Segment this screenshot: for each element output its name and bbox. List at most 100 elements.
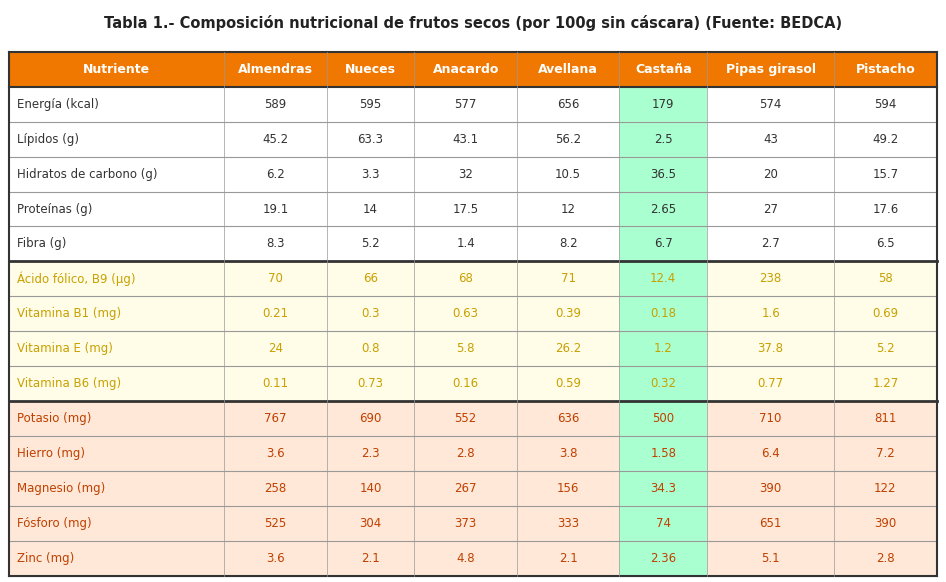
Bar [620,436,708,471]
Text: 2.65: 2.65 [650,203,676,215]
Bar [9,157,224,191]
Bar [414,157,517,191]
Bar [517,261,620,296]
Bar [517,122,620,157]
Text: 0.63: 0.63 [453,307,479,321]
Bar [517,331,620,366]
Bar [9,541,224,576]
Bar [517,506,620,541]
Text: Anacardo: Anacardo [432,63,499,76]
Text: 0.16: 0.16 [452,377,479,391]
Bar [326,506,414,541]
Text: 37.8: 37.8 [758,342,783,356]
Text: Avellana: Avellana [538,63,598,76]
Text: 66: 66 [363,272,378,285]
Bar [708,226,834,261]
Text: 6.7: 6.7 [654,237,673,250]
Bar [834,506,937,541]
Text: Magnesio (mg): Magnesio (mg) [17,482,105,495]
Text: 5.1: 5.1 [762,552,780,565]
Text: 304: 304 [359,517,381,530]
Text: 70: 70 [268,272,283,285]
Bar [414,191,517,226]
Bar [9,436,224,471]
Bar [708,157,834,191]
Bar [9,261,224,296]
Text: 0.21: 0.21 [262,307,289,321]
Bar [708,261,834,296]
Bar [517,402,620,436]
Bar [517,541,620,576]
Bar [517,87,620,122]
Text: 6.4: 6.4 [762,448,780,460]
Text: 2.5: 2.5 [654,133,673,146]
Text: 0.8: 0.8 [361,342,379,356]
Text: 49.2: 49.2 [872,133,899,146]
Text: 2.36: 2.36 [650,552,676,565]
Bar [517,226,620,261]
Bar [708,296,834,331]
Bar [224,296,326,331]
Text: 390: 390 [874,517,897,530]
Text: 1.2: 1.2 [654,342,673,356]
Bar [834,191,937,226]
Text: 43.1: 43.1 [452,133,479,146]
Text: 258: 258 [264,482,287,495]
Text: 267: 267 [454,482,477,495]
Bar [224,191,326,226]
Bar [517,366,620,402]
Text: 12: 12 [561,203,576,215]
Text: Vitamina B6 (mg): Vitamina B6 (mg) [17,377,121,391]
Text: 14: 14 [363,203,378,215]
Bar [708,471,834,506]
Text: Nutriente: Nutriente [83,63,150,76]
Text: 525: 525 [264,517,287,530]
Text: 5.8: 5.8 [456,342,475,356]
Bar [620,157,708,191]
Bar [517,296,620,331]
Bar [9,191,224,226]
Text: 17.6: 17.6 [872,203,899,215]
Text: 1.6: 1.6 [762,307,780,321]
Text: 4.8: 4.8 [456,552,475,565]
Bar [414,471,517,506]
Bar [224,436,326,471]
Text: Hidratos de carbono (g): Hidratos de carbono (g) [17,168,157,180]
Bar [9,471,224,506]
Bar [414,506,517,541]
Text: 63.3: 63.3 [358,133,383,146]
Text: 3.3: 3.3 [361,168,379,180]
Text: Nueces: Nueces [345,63,396,76]
Bar [834,436,937,471]
Bar [708,122,834,157]
Bar [834,541,937,576]
Bar [224,506,326,541]
Text: Vitamina E (mg): Vitamina E (mg) [17,342,113,356]
Text: 7.2: 7.2 [876,448,895,460]
Bar [414,226,517,261]
Text: 32: 32 [458,168,473,180]
Bar [414,87,517,122]
Text: 0.39: 0.39 [555,307,581,321]
Text: 20: 20 [763,168,778,180]
Text: 552: 552 [455,412,477,425]
Text: 34.3: 34.3 [650,482,676,495]
Text: Pipas girasol: Pipas girasol [726,63,815,76]
Text: 2.7: 2.7 [762,237,780,250]
Bar [620,506,708,541]
Bar [834,366,937,402]
Text: 27: 27 [763,203,779,215]
Text: Vitamina B1 (mg): Vitamina B1 (mg) [17,307,121,321]
Text: 10.5: 10.5 [555,168,581,180]
Bar [224,402,326,436]
Bar [9,402,224,436]
Bar [224,157,326,191]
Text: 0.77: 0.77 [758,377,783,391]
Text: Potasio (mg): Potasio (mg) [17,412,91,425]
Bar [708,366,834,402]
Text: 373: 373 [455,517,477,530]
Bar [414,402,517,436]
Text: 3.6: 3.6 [266,448,285,460]
Bar [620,541,708,576]
Bar [708,191,834,226]
